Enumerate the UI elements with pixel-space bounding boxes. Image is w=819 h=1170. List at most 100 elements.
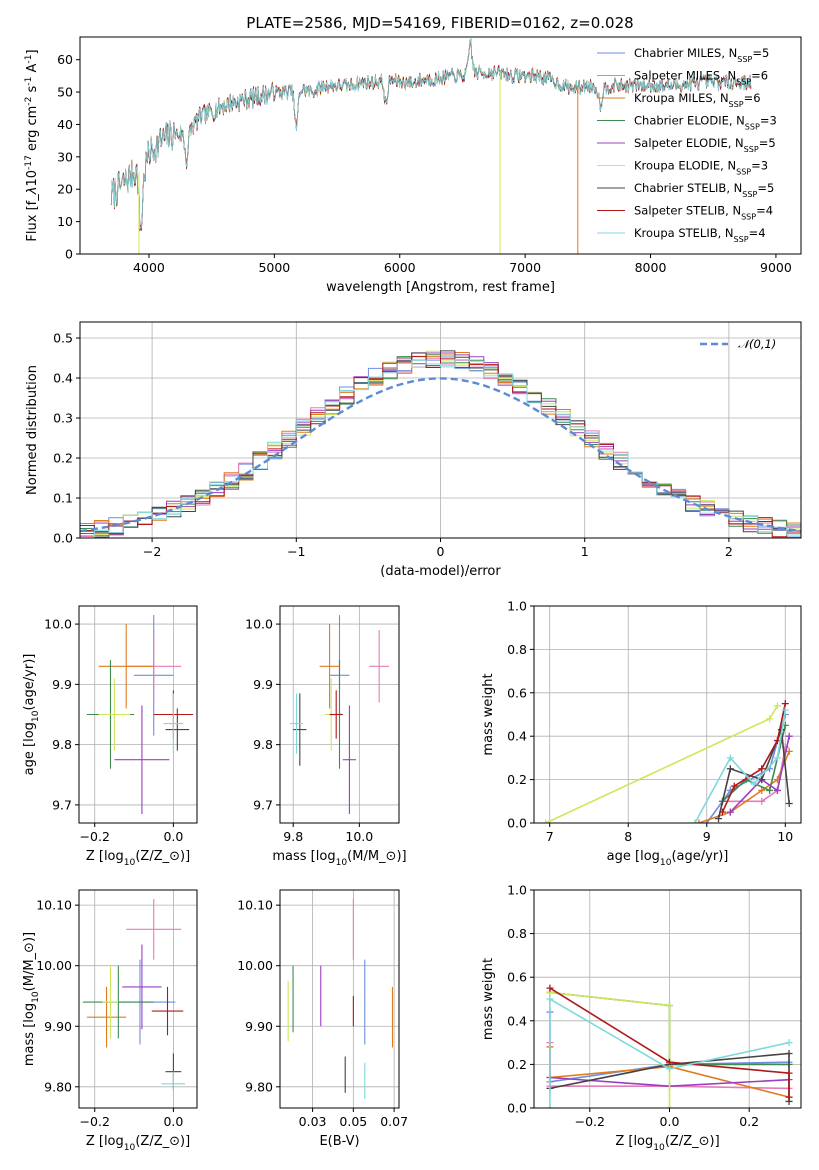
x-axis-label: Z [log10(Z/Z_⊙)] [86, 1134, 190, 1153]
age_vs_z-panel-marks [86, 615, 194, 814]
weight-line [549, 997, 790, 1108]
axes-frame [533, 889, 802, 1109]
x-tick-label: −0.2 [80, 1114, 110, 1129]
y-tick-label: 0.5 [53, 331, 73, 346]
spectrum-panel-marks [110, 38, 752, 254]
y-tick-label: 0.8 [507, 926, 527, 941]
weight-marker [542, 819, 550, 823]
y-tick-label: 0.4 [507, 1013, 527, 1028]
axes-frame [78, 889, 198, 1109]
x-tick-label: 0.05 [339, 1114, 367, 1129]
x-axis-label: wavelength [Angstrom, rest frame] [326, 280, 555, 295]
x-tick-label: 9 [703, 829, 711, 844]
weight-marker [785, 1039, 793, 1047]
x-tick-label: 10 [777, 829, 793, 844]
weight-line [545, 705, 779, 823]
y-tick-label: 30 [57, 149, 73, 164]
age_vs_mass-panel-marks [289, 615, 390, 814]
y-axis-label: Flux [f_λ10-17 erg cm-2 s-1 A-1] [24, 49, 40, 241]
y-tick-label: 0.2 [507, 1057, 527, 1072]
y-tick-label: 9.9 [253, 677, 273, 692]
x-tick-label: −0.2 [80, 829, 110, 844]
axes-frame [279, 605, 400, 824]
y-tick-label: 9.80 [245, 1079, 273, 1094]
x-tick-label: 0.0 [163, 1114, 183, 1129]
weight-marker [785, 732, 793, 740]
weight-marker [758, 776, 766, 784]
legend-entry: Kroupa STELIB, NSSP=4 [634, 226, 766, 244]
mass_vs_z-panel: −0.2 0.0 9.80 9.90 10.00 10.10 Z [log10(Z/Z_⊙)… [22, 889, 198, 1153]
weight_vs_age-panel-marks [542, 700, 793, 823]
x-tick-label: 7000 [509, 260, 541, 275]
y-tick-label: 9.80 [44, 1079, 72, 1094]
x-axis-label: Z [log10(Z/Z_⊙)] [86, 849, 190, 868]
y-tick-label: 9.90 [245, 1019, 273, 1034]
legend-entry: Kroupa ELODIE, NSSP=3 [634, 159, 768, 177]
y-tick-label: 50 [57, 85, 73, 100]
y-tick-label: 9.7 [253, 797, 273, 812]
weight-marker [726, 754, 734, 762]
y-tick-label: 0.0 [507, 1101, 527, 1116]
x-tick-label: −1 [287, 544, 305, 559]
x-axis-label: age [log10(age/yr)] [607, 849, 729, 868]
weight-marker [766, 715, 774, 723]
y-tick-label: 0.0 [53, 531, 73, 546]
weight-marker [766, 786, 774, 794]
y-tick-label: 0.2 [507, 772, 527, 787]
y-tick-label: 1.0 [507, 883, 527, 898]
weight-marker [546, 984, 554, 992]
age_vs_z-panel: −0.2 0.0 9.7 9.8 9.9 10.0 Z [log10(Z/Z_⊙)] age … [22, 605, 198, 868]
weight-marker [750, 780, 758, 788]
y-tick-label: 40 [57, 117, 73, 132]
x-tick-label: 7 [546, 829, 554, 844]
weight-marker [773, 754, 781, 762]
mass_vs_ebv-panel-marks [287, 899, 394, 1099]
weight_vs_z-panel: −0.2 0.0 0.2 0.0 0.2 0.4 0.6 0.8 1.0 Z [log10(Z/Z… [481, 883, 802, 1153]
x-axis-label: E(B-V) [319, 1134, 359, 1149]
weight-marker [726, 765, 734, 773]
x-tick-label: 0.0 [163, 829, 183, 844]
y-tick-label: 0.4 [53, 371, 73, 386]
weight-marker [758, 786, 766, 794]
x-tick-label: 4000 [133, 260, 165, 275]
age_vs_mass-panel: 9.8 10.0 9.7 9.8 9.9 10.0 mass [log10(M/M_⊙)] [245, 605, 407, 868]
y-axis-label: Normed distribution [25, 365, 40, 495]
weight-line [706, 714, 787, 823]
weight-marker [785, 1093, 793, 1101]
weight-marker [785, 799, 793, 807]
y-tick-label: 10.00 [237, 958, 273, 973]
mass_vs_z-panel-marks [82, 899, 186, 1096]
x-tick-label: 1 [581, 544, 589, 559]
legend-entry: Kroupa MILES, NSSP=6 [634, 91, 761, 109]
y-tick-label: 9.90 [44, 1019, 72, 1034]
axes-frame [78, 605, 198, 824]
weight-line [549, 987, 790, 1098]
y-axis-label: age [log10(age/yr)] [22, 654, 41, 776]
weight-marker [691, 819, 699, 823]
residuals-panel-marks [80, 350, 801, 538]
y-tick-label: 0.4 [507, 729, 527, 744]
y-tick-label: 20 [57, 182, 73, 197]
y-tick-label: 0.6 [507, 970, 527, 985]
spectrum-line [110, 38, 752, 231]
mass_vs_ebv-panel: 0.03 0.05 0.07 9.80 9.90 10.00 10.10 E(B-V) [237, 889, 408, 1149]
axes-frame [79, 36, 802, 255]
x-tick-label: −2 [143, 544, 161, 559]
legend-entry: Chabrier STELIB, NSSP=5 [634, 181, 774, 199]
axes-frame [279, 889, 400, 1109]
spectrum-legend: Chabrier MILES, NSSP=5 Salpeter MILES, NS… [597, 46, 777, 244]
weight-marker [546, 1104, 554, 1108]
y-tick-label: 10 [57, 214, 73, 229]
y-axis-label: mass weight [481, 958, 496, 1040]
y-tick-label: 0 [65, 247, 73, 262]
x-tick-label: 9.8 [283, 829, 303, 844]
y-tick-label: 0.1 [53, 491, 73, 506]
y-tick-label: 0.3 [53, 411, 73, 426]
figure-title: PLATE=2586, MJD=54169, FIBERID=0162, z=0… [246, 14, 633, 32]
weight_vs_age-panel: 7 8 9 10 0.0 0.2 0.4 0.6 0.8 1.0 age [log10(age/yr… [481, 599, 802, 868]
y-tick-label: 10.0 [245, 617, 273, 632]
weight-marker [665, 1065, 673, 1073]
axes-frame [533, 605, 802, 824]
weight-marker [695, 819, 703, 823]
